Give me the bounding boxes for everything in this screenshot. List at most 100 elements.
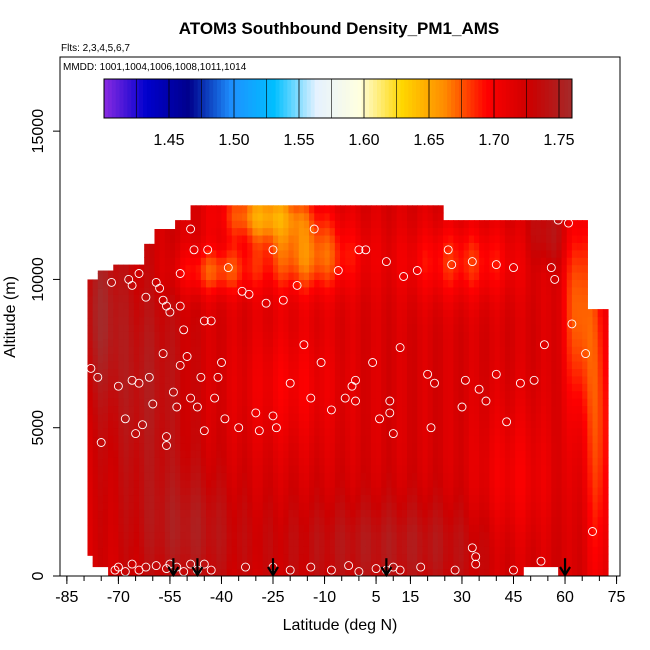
heat-cell bbox=[113, 331, 119, 340]
heat-cell bbox=[386, 227, 393, 236]
heat-cell bbox=[577, 257, 583, 266]
heat-cell bbox=[298, 464, 305, 473]
heat-cell bbox=[139, 331, 145, 340]
heat-cell bbox=[592, 553, 599, 562]
heat-cell bbox=[144, 442, 150, 451]
heat-cell bbox=[262, 249, 269, 258]
heat-cell bbox=[314, 501, 320, 510]
heat-cell bbox=[458, 494, 465, 503]
heat-cell bbox=[582, 286, 588, 295]
heat-cell bbox=[226, 546, 233, 555]
heat-cell bbox=[427, 383, 434, 392]
heat-cell bbox=[525, 331, 532, 340]
heat-cell bbox=[582, 449, 588, 458]
heat-cell bbox=[314, 294, 320, 303]
heat-cell bbox=[303, 435, 310, 444]
heat-cell bbox=[551, 464, 558, 473]
heat-cell bbox=[484, 509, 491, 518]
heat-cell bbox=[102, 464, 109, 473]
heat-cell bbox=[144, 398, 150, 407]
heat-cell bbox=[427, 264, 434, 273]
observation-point bbox=[292, 280, 302, 290]
heat-cell bbox=[499, 546, 506, 555]
heat-cell bbox=[108, 323, 114, 332]
heat-cell bbox=[298, 353, 305, 362]
heat-cell bbox=[443, 524, 449, 533]
heat-cell bbox=[216, 360, 223, 369]
heat-cell bbox=[494, 524, 501, 533]
heat-cell bbox=[283, 264, 290, 273]
heat-cell bbox=[319, 405, 326, 414]
heat-cell bbox=[376, 242, 382, 251]
heat-cell bbox=[329, 212, 336, 221]
heat-cell bbox=[376, 524, 382, 533]
observation-point bbox=[192, 402, 202, 412]
heat-cell bbox=[345, 472, 351, 481]
heat-cell bbox=[102, 427, 109, 436]
heat-cell bbox=[283, 516, 290, 525]
heat-cell bbox=[314, 205, 320, 214]
flights-subtitle: Flts: 2,3,4,5,6,7 bbox=[61, 43, 130, 54]
heat-cell bbox=[479, 561, 485, 570]
heat-cell bbox=[422, 464, 429, 473]
heat-cell bbox=[118, 405, 125, 414]
heat-cell bbox=[494, 568, 501, 576]
heat-cell bbox=[432, 234, 439, 243]
heat-cell bbox=[592, 457, 599, 466]
heat-cell bbox=[391, 398, 398, 407]
heat-cell bbox=[551, 516, 558, 525]
heat-cell bbox=[422, 412, 429, 421]
heat-cell bbox=[494, 553, 501, 562]
heat-cell bbox=[556, 353, 563, 362]
heat-cell bbox=[118, 538, 125, 547]
heat-cell bbox=[376, 546, 382, 555]
heat-cell bbox=[334, 234, 341, 243]
heat-cell bbox=[535, 368, 542, 377]
heat-cell bbox=[504, 509, 511, 518]
heat-cell bbox=[309, 264, 315, 273]
heat-cell bbox=[499, 264, 506, 273]
heat-cell bbox=[525, 472, 532, 481]
heat-cell bbox=[551, 375, 558, 384]
heat-cell bbox=[252, 442, 259, 451]
heat-cell bbox=[473, 220, 480, 229]
heat-cell bbox=[561, 323, 568, 332]
heat-cell bbox=[602, 553, 609, 562]
heat-cell bbox=[530, 561, 537, 570]
heat-cell bbox=[97, 451, 104, 460]
heat-cell bbox=[515, 531, 521, 540]
heat-cell bbox=[334, 553, 341, 562]
heat-cell bbox=[195, 405, 202, 414]
heat-cell bbox=[195, 301, 202, 310]
heat-cell bbox=[484, 249, 491, 258]
heat-cell bbox=[216, 234, 223, 243]
heat-cell bbox=[149, 323, 156, 332]
heat-cell bbox=[489, 390, 496, 399]
heat-cell bbox=[520, 249, 527, 258]
heat-cell bbox=[329, 457, 336, 466]
heat-cell bbox=[144, 243, 150, 251]
heat-cell bbox=[273, 509, 279, 518]
heat-cell bbox=[448, 524, 454, 533]
heat-cell bbox=[252, 220, 259, 229]
heat-cell bbox=[582, 546, 588, 555]
heat-cell bbox=[535, 509, 542, 518]
heat-cell bbox=[340, 309, 346, 318]
heat-cell bbox=[278, 398, 284, 407]
heat-cell bbox=[267, 516, 274, 525]
heat-cell bbox=[293, 494, 300, 503]
heat-cell bbox=[273, 309, 279, 318]
heat-cell bbox=[406, 420, 413, 429]
heat-cell bbox=[417, 242, 424, 251]
heat-cell bbox=[340, 405, 346, 414]
heat-cell bbox=[123, 516, 130, 525]
heat-cell bbox=[437, 309, 444, 318]
heat-cell bbox=[185, 220, 192, 229]
heat-cell bbox=[396, 509, 403, 518]
heat-cell bbox=[200, 212, 207, 221]
heat-cell bbox=[283, 294, 290, 303]
heat-cell bbox=[267, 494, 274, 503]
heat-cell bbox=[417, 479, 424, 488]
heat-cell bbox=[144, 353, 150, 362]
heat-cell bbox=[211, 457, 217, 466]
